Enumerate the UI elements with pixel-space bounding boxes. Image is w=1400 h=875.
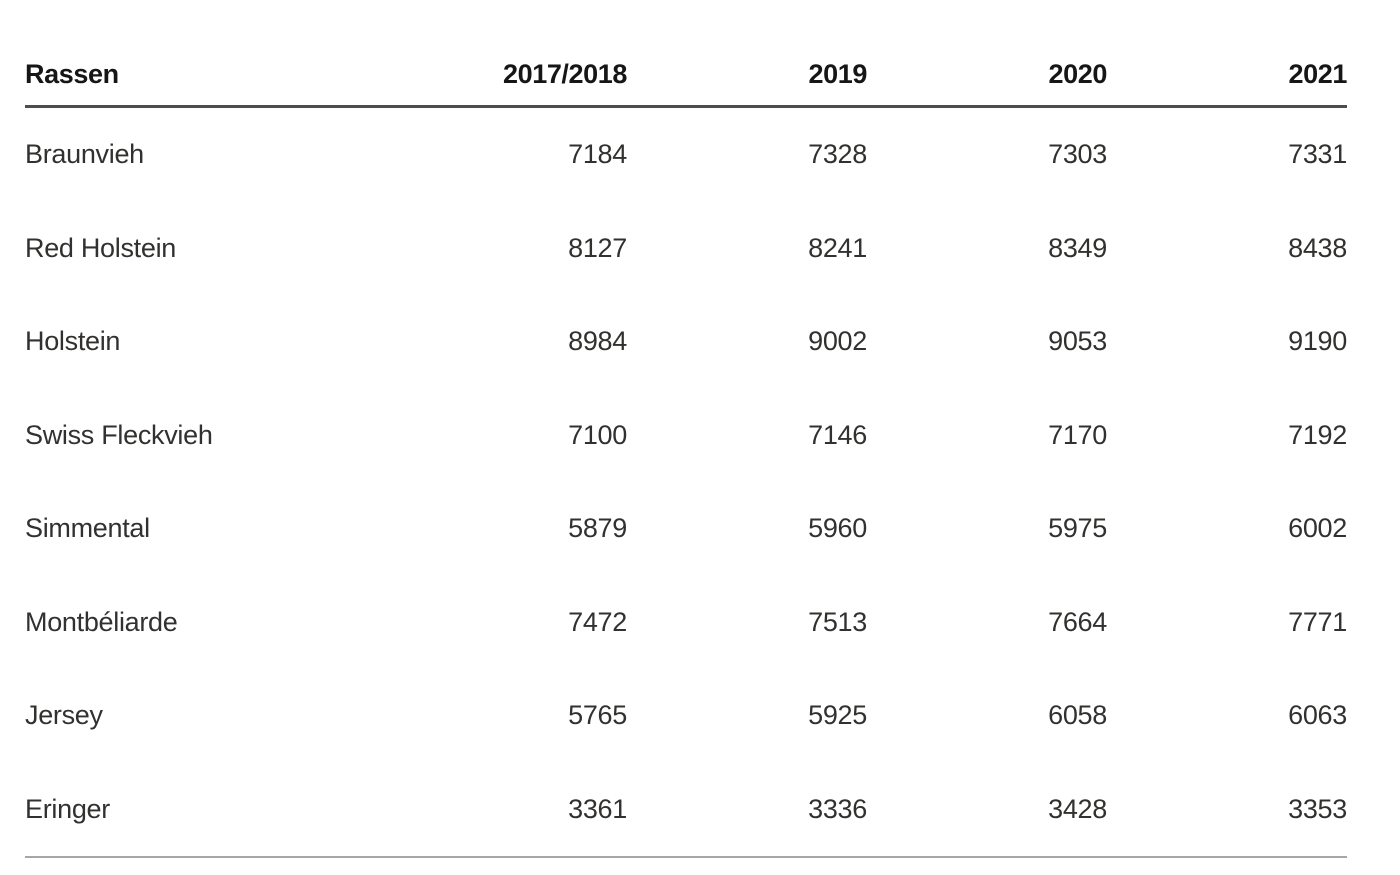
milk-yield-by-breed-table: Rassen 2017/2018 2019 2020 2021 Braunvie… bbox=[25, 55, 1347, 858]
cell-value: 3361 bbox=[387, 762, 627, 858]
cell-value: 7192 bbox=[1288, 419, 1347, 450]
cell-value: 8984 bbox=[568, 326, 627, 357]
cell-value: 6063 bbox=[1288, 700, 1347, 731]
table-row-montbeliarde: Montbéliarde 7472 7513 7664 7771 bbox=[25, 576, 1347, 670]
table-page: Rassen 2017/2018 2019 2020 2021 Braunvie… bbox=[25, 55, 1347, 858]
cell-value: 5879 bbox=[568, 513, 627, 544]
cell-value: 5765 bbox=[568, 700, 627, 731]
table-row-holstein: Holstein 8984 9002 9053 9190 bbox=[25, 295, 1347, 389]
cell-value: 7100 bbox=[568, 419, 627, 450]
cell-value: 7170 bbox=[1048, 419, 1107, 450]
row-label: Braunvieh bbox=[25, 139, 144, 170]
cell-value: 6002 bbox=[1288, 513, 1347, 544]
column-header-2017-2018: 2017/2018 bbox=[387, 55, 627, 108]
row-label: Jersey bbox=[25, 700, 103, 731]
cell-value: 8349 bbox=[1048, 232, 1107, 263]
row-label: Simmental bbox=[25, 513, 150, 544]
cell-value: 8241 bbox=[808, 232, 867, 263]
cell-value: 7513 bbox=[808, 606, 867, 637]
cell-value: 7303 bbox=[1048, 139, 1107, 170]
row-label: Holstein bbox=[25, 326, 121, 357]
table-row-simmental: Simmental 5879 5960 5975 6002 bbox=[25, 482, 1347, 576]
column-header-2021: 2021 bbox=[1107, 55, 1347, 108]
column-header-rassen: Rassen bbox=[25, 55, 387, 108]
cell-value: 8438 bbox=[1288, 232, 1347, 263]
cell-value: 5925 bbox=[808, 700, 867, 731]
cell-value: 5960 bbox=[808, 513, 867, 544]
cell-value: 5975 bbox=[1048, 513, 1107, 544]
table-row-swiss-fleckvieh: Swiss Fleckvieh 7100 7146 7170 7192 bbox=[25, 389, 1347, 483]
cell-value: 8127 bbox=[568, 232, 627, 263]
header-row: Rassen 2017/2018 2019 2020 2021 bbox=[25, 55, 1347, 108]
table-row-red-holstein: Red Holstein 8127 8241 8349 8438 bbox=[25, 202, 1347, 296]
cell-value: 3428 bbox=[867, 762, 1107, 858]
table-row-eringer: Eringer 3361 3336 3428 3353 bbox=[25, 762, 1347, 858]
cell-value: 3353 bbox=[1107, 762, 1347, 858]
row-label: Swiss Fleckvieh bbox=[25, 419, 213, 450]
row-label: Eringer bbox=[25, 762, 387, 858]
cell-value: 7328 bbox=[808, 139, 867, 170]
cell-value: 9053 bbox=[1048, 326, 1107, 357]
column-header-2019: 2019 bbox=[627, 55, 867, 108]
cell-value: 7184 bbox=[568, 139, 627, 170]
cell-value: 7771 bbox=[1288, 606, 1347, 637]
table-row-braunvieh: Braunvieh 7184 7328 7303 7331 bbox=[25, 107, 1347, 202]
cell-value: 7146 bbox=[808, 419, 867, 450]
cell-value: 9190 bbox=[1288, 326, 1347, 357]
cell-value: 7472 bbox=[568, 606, 627, 637]
column-header-2020: 2020 bbox=[867, 55, 1107, 108]
cell-value: 9002 bbox=[808, 326, 867, 357]
cell-value: 7664 bbox=[1048, 606, 1107, 637]
cell-value: 6058 bbox=[1048, 700, 1107, 731]
cell-value: 7331 bbox=[1288, 139, 1347, 170]
table-row-jersey: Jersey 5765 5925 6058 6063 bbox=[25, 669, 1347, 763]
cell-value: 3336 bbox=[627, 762, 867, 858]
row-label: Montbéliarde bbox=[25, 606, 178, 637]
row-label: Red Holstein bbox=[25, 232, 176, 263]
